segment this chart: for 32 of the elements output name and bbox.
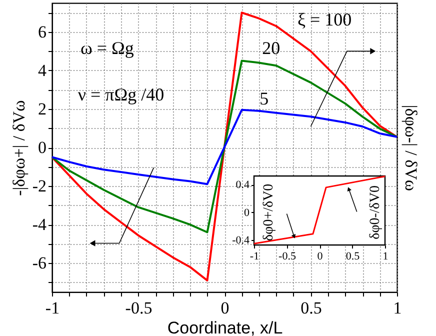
- x-tick-label: -1: [45, 298, 60, 318]
- line-series: [253, 176, 386, 244]
- x-tick-label: 0: [220, 298, 230, 318]
- series-label: ξ = 100: [297, 9, 352, 30]
- series-label: 20: [262, 38, 280, 58]
- y-tick-label: -0.4: [232, 234, 250, 247]
- x-tick-label: 0.5: [300, 298, 322, 318]
- x-tick-label: -0.5: [278, 250, 296, 262]
- line-series: [51, 12, 398, 282]
- y-tick-label: -6: [32, 254, 46, 273]
- y-tick-label: 0: [244, 206, 250, 219]
- annotation: ω = Ωg: [80, 38, 134, 58]
- series-label: 5: [260, 88, 269, 108]
- y-tick-label: -4: [32, 215, 47, 234]
- y-tick-label: 6: [38, 22, 46, 42]
- y-tick-label: 0.4: [236, 179, 250, 192]
- annotation: δφ0+/δV0: [261, 184, 276, 241]
- y-tick-label: -2: [32, 176, 46, 196]
- y-tick-label: 0: [38, 138, 46, 157]
- y-axis-title: -|δφω+| / δVω: [9, 100, 28, 196]
- annotation: ν = πΩg /40: [78, 84, 164, 104]
- y-tick-label: 2: [38, 99, 46, 118]
- x-axis-title: Coordinate, x/L: [167, 318, 283, 336]
- x-tick-label: 1: [393, 298, 402, 318]
- x-tick-label: 0: [317, 250, 324, 262]
- x-tick-label: 1: [382, 250, 388, 262]
- annotation: δφ0-/δV0: [368, 185, 384, 240]
- x-tick-label: 0.5: [346, 250, 360, 262]
- y-tick-label: 4: [38, 60, 47, 80]
- x-tick-label: -1: [250, 250, 260, 262]
- y2-axis-title: |δφω-| / δVω: [402, 104, 420, 192]
- x-tick-label: -0.5: [125, 298, 152, 318]
